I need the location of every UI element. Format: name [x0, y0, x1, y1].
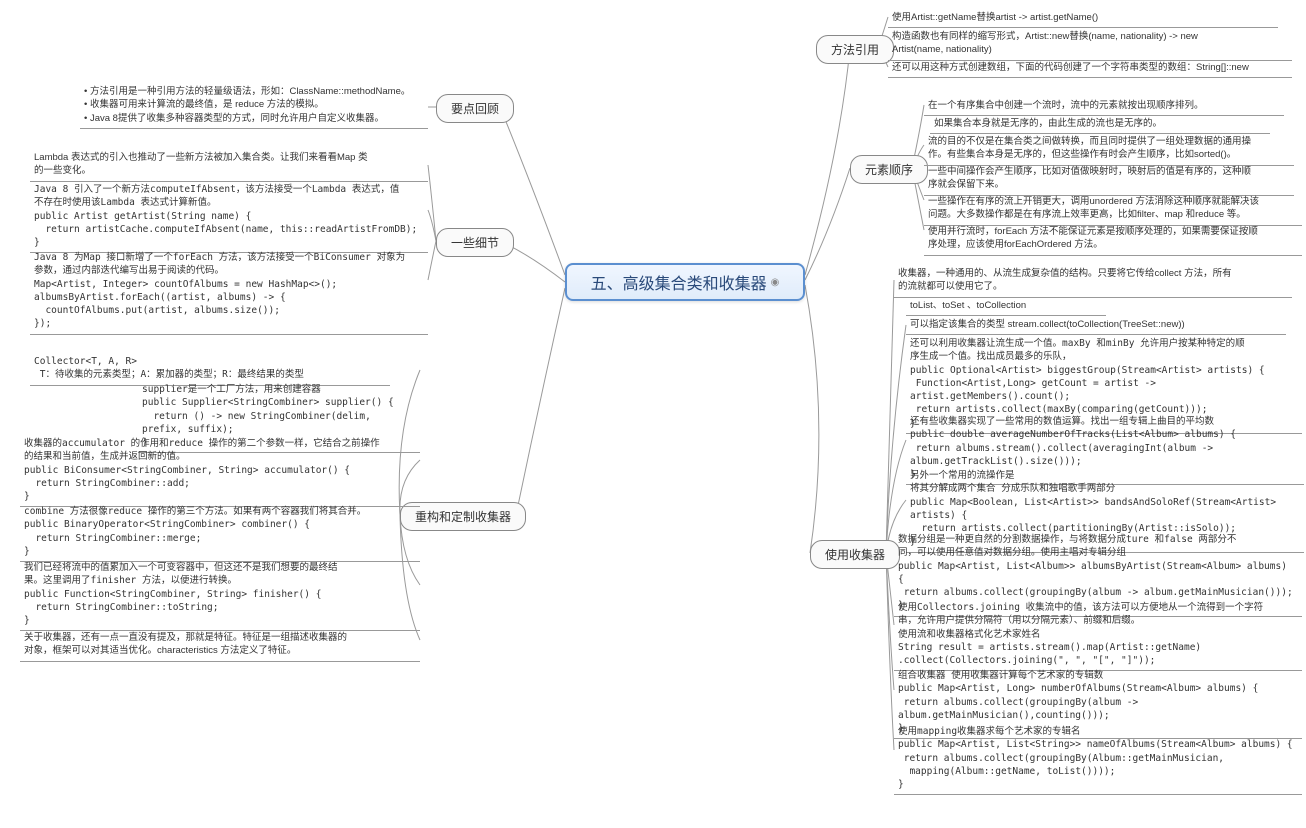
center-node[interactable]: 五、高级集合类和收集器 ◉: [565, 263, 805, 301]
leaf-code: 收集器的accumulator 的作用和reduce 操作的第二个参数一样，它结…: [24, 437, 416, 503]
expand-icon: ◉: [771, 277, 780, 288]
leaf-review-0[interactable]: • 方法引用是一种引用方法的轻量级语法，形如：ClassName::method…: [80, 82, 428, 129]
leaf-collectors-9[interactable]: 使用mapping收集器求每个艺术家的专辑名 public Map<Artist…: [894, 722, 1302, 795]
leaf-details-0[interactable]: Lambda 表达式的引入也推动了一些新方法被加入集合类。让我们来看看Map 类…: [30, 148, 428, 182]
leaf-custom-3[interactable]: combine 方法很像reduce 操作的第三个方法。如果有两个容器我们将其合…: [20, 502, 420, 562]
leaf-code: Java 8 引入了一个新方法computeIfAbsent，该方法接受一个La…: [34, 183, 424, 249]
branch-method-ref[interactable]: 方法引用: [816, 35, 894, 64]
leaf-method_ref-2[interactable]: 还可以用这种方式创建数组，下面的代码创建了一个字符串类型的数组：String[]…: [888, 58, 1292, 78]
leaf-collectors-2[interactable]: 可以指定该集合的类型 stream.collect(toCollection(T…: [906, 315, 1286, 335]
leaf-collectors-7[interactable]: 使用Collectors.joining 收集流中的值，该方法可以方便地从一个流…: [894, 598, 1302, 671]
leaf-collectors-1[interactable]: toList、toSet 、toCollection: [906, 296, 1106, 316]
center-title: 五、高级集合类和收集器: [591, 270, 767, 294]
leaf-element_order-3[interactable]: 一些中间操作会产生顺序，比如对值做映射时，映射后的值是有序的，这种顺 序就会保留…: [924, 162, 1294, 196]
branch-collectors[interactable]: 使用收集器: [810, 540, 900, 569]
leaf-code: Java 8 为Map 接口新增了一个forEach 方法，该方法接受一个BiC…: [34, 251, 424, 331]
leaf-method_ref-1[interactable]: 构造函数也有同样的缩写形式，Artist::new替换(name, nation…: [888, 27, 1292, 61]
leaf-element_order-5[interactable]: 使用并行流时，forEach 方法不能保证元素是按顺序处理的，如果需要保证按顺 …: [924, 222, 1302, 256]
leaf-code: 使用Collectors.joining 收集流中的值，该方法可以方便地从一个流…: [898, 601, 1298, 667]
leaf-collectors-0[interactable]: 收集器，一种通用的、从流生成复杂值的结构。只要将它传给collect 方法，所有…: [894, 264, 1292, 298]
leaf-element_order-4[interactable]: 一些操作在有序的流上开销更大，调用unordered 方法消除这种顺序就能解决该…: [924, 192, 1302, 226]
leaf-method_ref-0[interactable]: 使用Artist::getName替换artist -> artist.getN…: [888, 8, 1278, 28]
leaf-code: combine 方法很像reduce 操作的第三个方法。如果有两个容器我们将其合…: [24, 505, 416, 558]
leaf-custom-5[interactable]: 关于收集器，还有一点一直没有提及，那就是特征。特征是一组描述收集器的 对象，框架…: [20, 628, 420, 662]
leaf-custom-2[interactable]: 收集器的accumulator 的作用和reduce 操作的第二个参数一样，它结…: [20, 434, 420, 507]
branch-details[interactable]: 一些细节: [436, 228, 514, 257]
leaf-details-1[interactable]: Java 8 引入了一个新方法computeIfAbsent，该方法接受一个La…: [30, 180, 428, 253]
leaf-code: 我们已经将流中的值累加入一个可变容器中，但这还不是我们想要的最终结 果。这里调用…: [24, 561, 416, 627]
leaf-element_order-2[interactable]: 流的目的不仅是在集合类之间做转换，而且同时提供了一组处理数据的通用操 作。有些集…: [924, 132, 1294, 166]
leaf-details-2[interactable]: Java 8 为Map 接口新增了一个forEach 方法，该方法接受一个BiC…: [30, 248, 428, 335]
leaf-custom-4[interactable]: 我们已经将流中的值累加入一个可变容器中，但这还不是我们想要的最终结 果。这里调用…: [20, 558, 420, 631]
leaf-code: 使用mapping收集器求每个艺术家的专辑名 public Map<Artist…: [898, 725, 1298, 791]
branch-review[interactable]: 要点回顾: [436, 94, 514, 123]
branch-element-order[interactable]: 元素顺序: [850, 155, 928, 184]
leaf-code: Collector<T, A, R> T：待收集的元素类型；A：累加器的类型；R…: [34, 355, 386, 382]
